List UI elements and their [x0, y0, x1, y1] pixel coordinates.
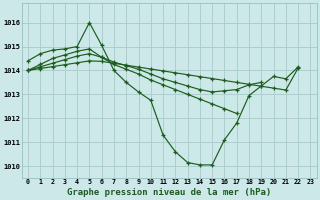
X-axis label: Graphe pression niveau de la mer (hPa): Graphe pression niveau de la mer (hPa): [67, 188, 271, 197]
